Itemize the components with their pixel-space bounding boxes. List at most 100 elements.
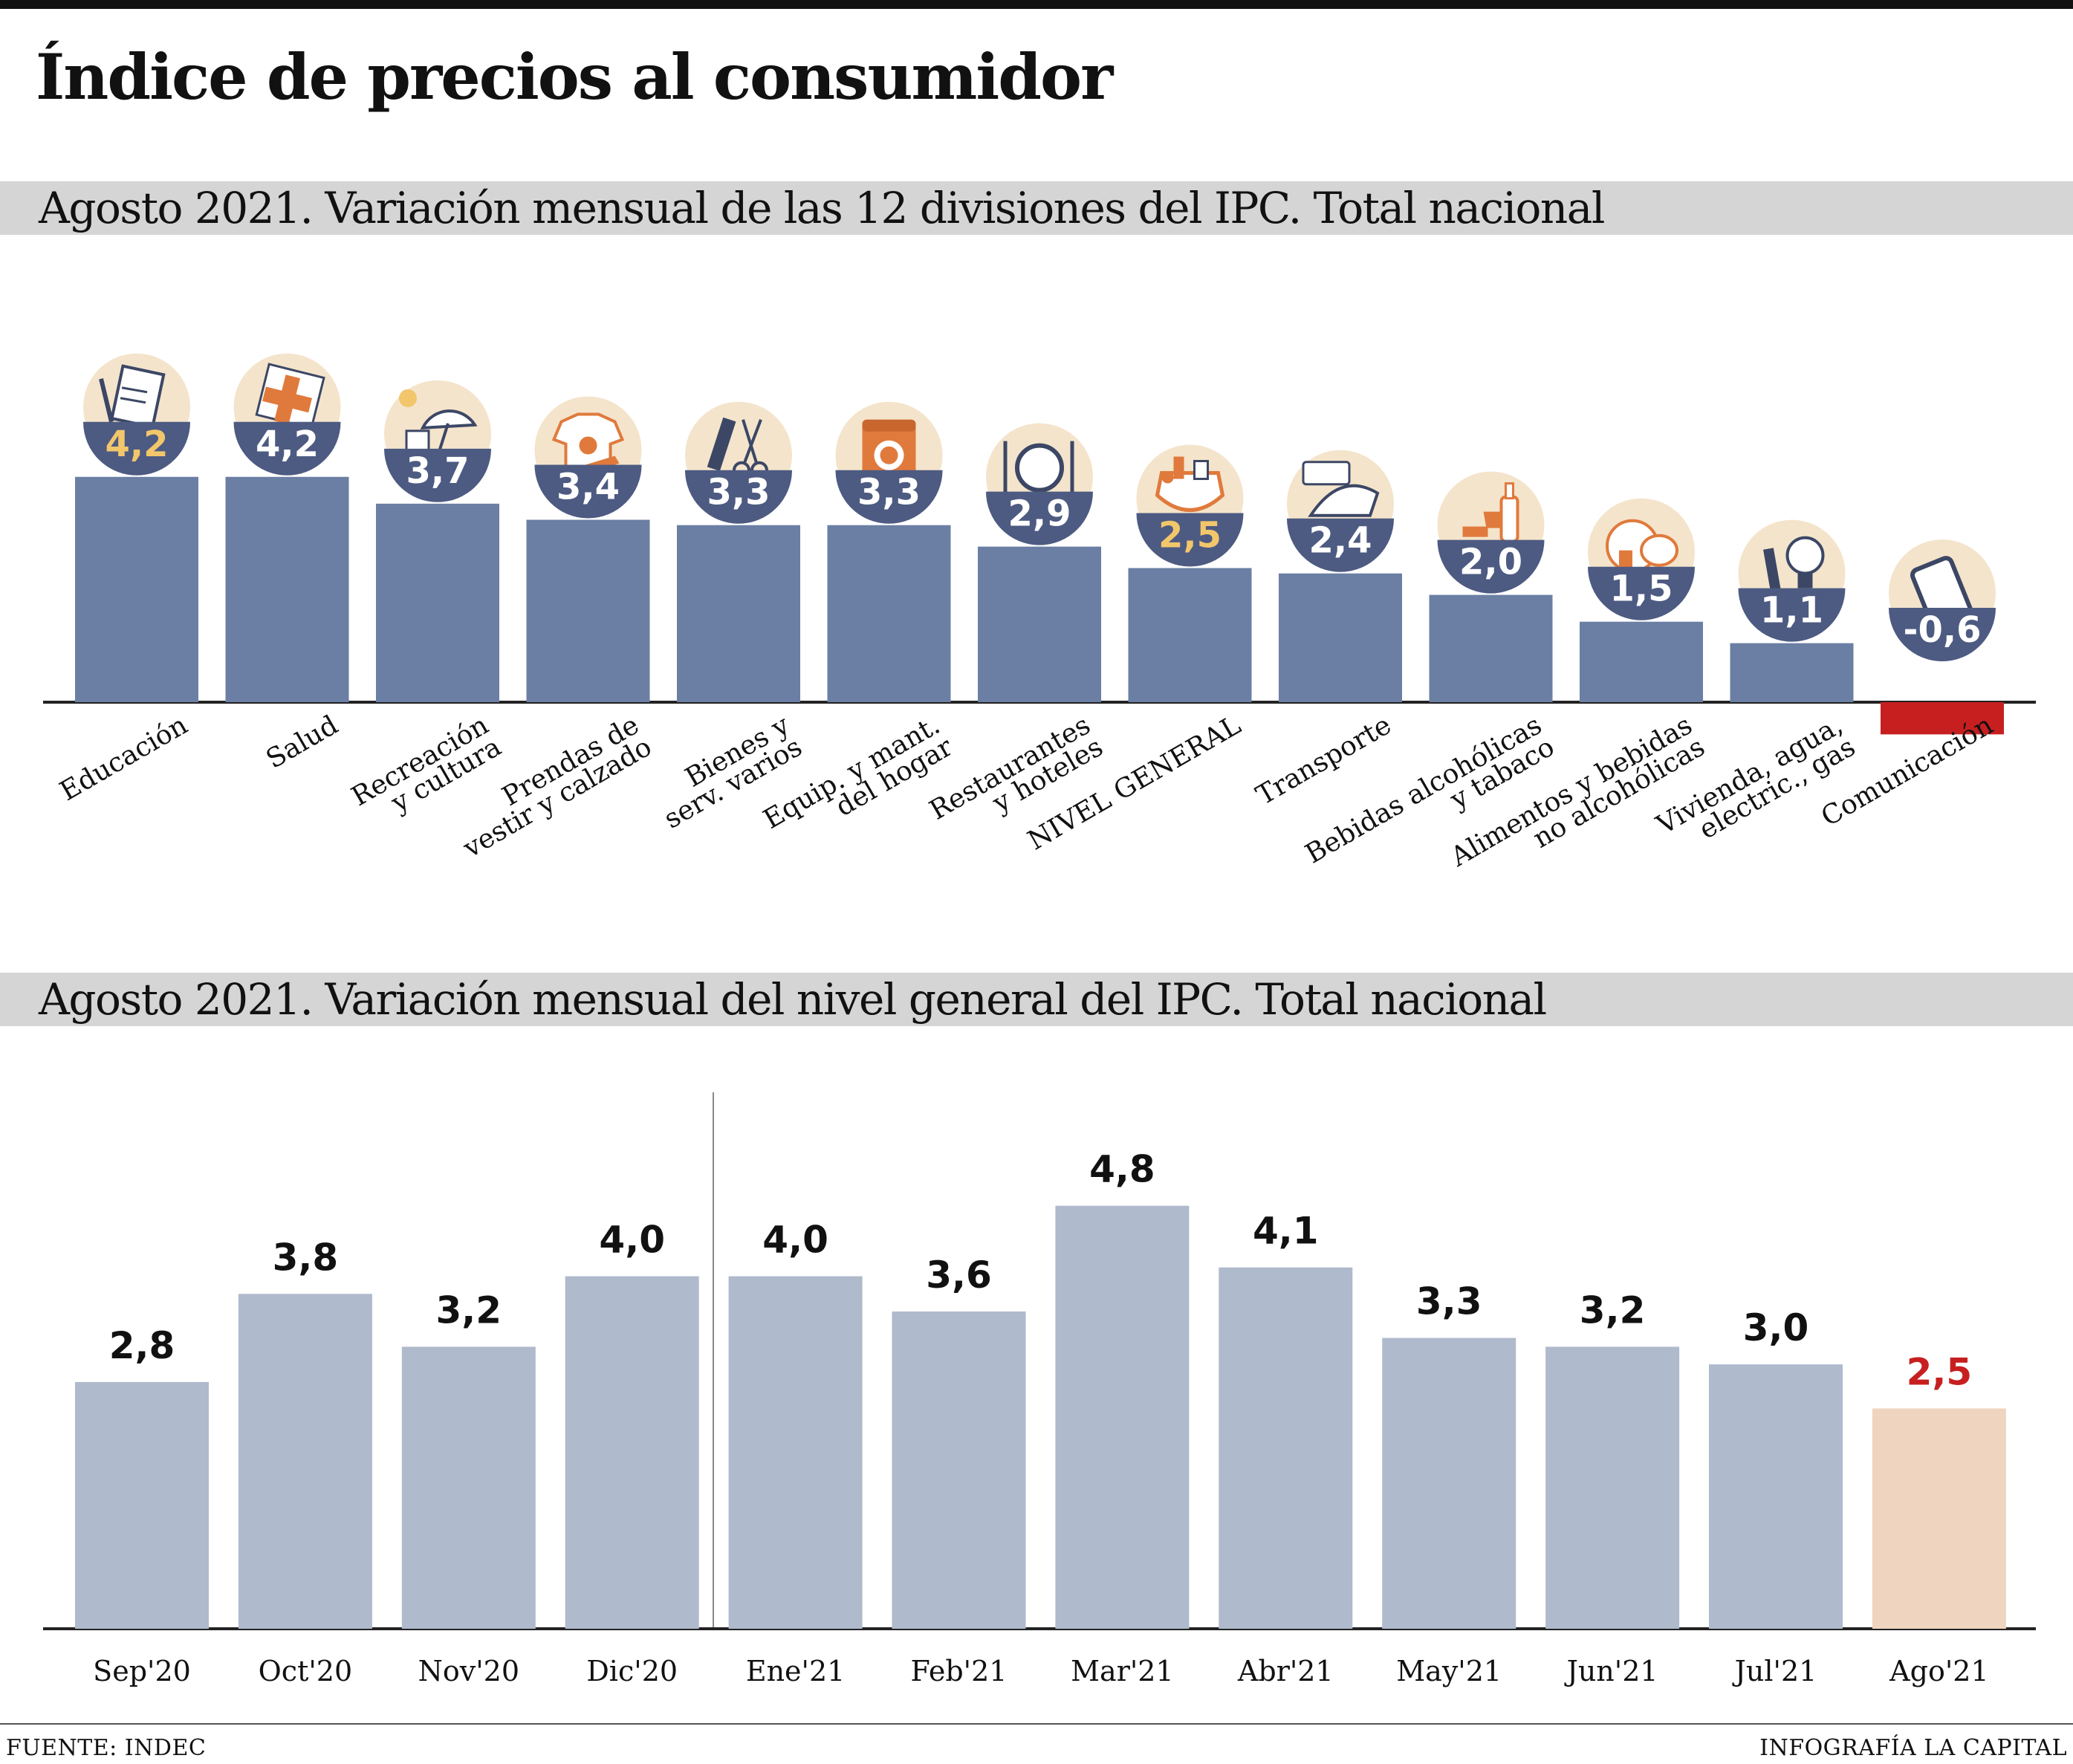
month-bar <box>1055 1205 1190 1629</box>
month-bar <box>1219 1267 1353 1629</box>
month-value-label: 4,0 <box>599 1219 665 1262</box>
month-value-label: 3,3 <box>1416 1280 1482 1323</box>
leisure-umbrella-icon <box>399 389 478 453</box>
page-title: Índice de precios al consumidor <box>36 40 1113 114</box>
month-bar <box>1382 1337 1516 1629</box>
month-bar <box>728 1276 863 1629</box>
value-bubble <box>1136 513 1244 567</box>
division-bar <box>978 546 1101 702</box>
washing-machine-icon <box>862 419 916 476</box>
month-category-label: Nov'20 <box>418 1655 519 1687</box>
month-group: 3,3 May'21 <box>1382 1280 1516 1687</box>
division-bar <box>677 525 800 702</box>
value-bubble <box>1889 608 1996 661</box>
division-value-label: 4,2 <box>105 424 168 465</box>
month-group: 4,1 Abr'21 <box>1219 1210 1353 1687</box>
value-bubble <box>83 421 190 476</box>
division-value-label: 3,3 <box>707 472 770 513</box>
month-value-label: 3,0 <box>1743 1306 1809 1349</box>
month-value-label: 2,8 <box>109 1324 175 1367</box>
month-bar <box>401 1346 536 1629</box>
division-value-label: 3,4 <box>557 467 620 508</box>
month-group: 2,8 Sep'20 <box>75 1324 209 1687</box>
month-value-label: 4,0 <box>762 1219 828 1262</box>
key-bulb-icon <box>1763 536 1825 594</box>
source-note: FUENTE: INDEC <box>6 1735 207 1761</box>
footer-rule <box>0 1723 2073 1725</box>
month-category-label: Ene'21 <box>746 1655 846 1687</box>
month-category-label: Ago'21 <box>1889 1655 1988 1687</box>
division-value-label: -0,6 <box>1904 609 1982 651</box>
month-bar <box>565 1276 699 1629</box>
division-bar <box>75 476 198 702</box>
wine-bottle-icon <box>1462 482 1519 543</box>
value-bubble <box>384 448 491 502</box>
value-bubble <box>835 470 943 524</box>
chart2-title: Agosto 2021. Variación mensual del nivel… <box>39 974 1547 1025</box>
month-category-label: Feb'21 <box>911 1655 1008 1687</box>
division-bar <box>827 525 951 702</box>
month-value-label: 3,8 <box>273 1236 339 1279</box>
month-category-label: Sep'20 <box>93 1655 191 1687</box>
health-cross-icon <box>255 363 325 430</box>
month-value-label: 3,6 <box>926 1254 992 1297</box>
value-bubble <box>1287 518 1394 572</box>
division-value-label: 2,0 <box>1459 542 1522 583</box>
month-group: 4,8 Mar'21 <box>1055 1148 1190 1687</box>
division-bar <box>1580 621 1703 702</box>
month-category-label: Oct'20 <box>259 1655 353 1687</box>
month-bar <box>75 1381 209 1629</box>
month-category-label: Mar'21 <box>1071 1655 1174 1687</box>
division-value-label: 1,5 <box>1609 568 1673 610</box>
month-group: 3,2 Nov'20 <box>401 1288 536 1687</box>
month-category-label: May'21 <box>1396 1655 1502 1687</box>
month-value-label: 4,8 <box>1089 1148 1155 1191</box>
division-bar <box>1730 643 1854 702</box>
month-value-label: 3,2 <box>436 1288 502 1332</box>
division-value-label: 4,2 <box>256 424 319 465</box>
month-category-label: Jun'21 <box>1564 1655 1658 1687</box>
division-bar <box>1279 573 1402 702</box>
chicken-food-icon <box>1606 519 1678 573</box>
value-bubble <box>986 491 1093 545</box>
section-header-monthly: Agosto 2021. Variación mensual del nivel… <box>0 973 2073 1026</box>
bus-ticket-icon <box>1302 461 1380 517</box>
month-bar <box>1545 1346 1680 1629</box>
plate-cutlery-icon <box>1003 441 1074 495</box>
top-rule <box>0 0 2073 9</box>
value-bubble <box>1738 588 1846 642</box>
month-category-label: Jul'21 <box>1732 1655 1817 1687</box>
division-bar <box>1128 568 1252 702</box>
school-supplies-icon <box>99 364 166 429</box>
month-value-label: 2,5 <box>1907 1351 1973 1394</box>
month-value-label: 3,2 <box>1580 1288 1646 1332</box>
division-bar <box>526 519 650 702</box>
value-bubble <box>1437 539 1545 594</box>
month-group: 3,8 Oct'20 <box>238 1236 372 1687</box>
division-value-label: 3,7 <box>406 450 469 492</box>
month-group: 3,6 Feb'21 <box>892 1254 1026 1687</box>
division-value-label: 1,1 <box>1760 590 1823 632</box>
month-bar <box>1872 1408 2006 1629</box>
division-bar <box>376 503 499 702</box>
division-bar <box>225 476 349 702</box>
value-bubble <box>534 464 642 519</box>
credit-note: INFOGRAFÍA LA CAPITAL <box>1759 1735 2067 1761</box>
chart1-title: Agosto 2021. Variación mensual de las 12… <box>39 183 1605 233</box>
month-category-label: Dic'20 <box>586 1655 678 1687</box>
section-header-divisions: Agosto 2021. Variación mensual de las 12… <box>0 181 2073 235</box>
month-group: 4,0 Ene'21 <box>728 1219 863 1687</box>
division-value-label: 2,9 <box>1008 493 1071 535</box>
division-bar <box>1881 702 2004 735</box>
clothing-icon <box>551 412 625 476</box>
month-bar <box>892 1311 1026 1629</box>
value-bubble <box>685 470 792 524</box>
shopping-bag-icon <box>1155 456 1225 512</box>
month-group: 3,2 Jun'21 <box>1545 1288 1680 1687</box>
value-bubble <box>233 421 341 476</box>
month-value-label: 4,1 <box>1253 1210 1319 1253</box>
